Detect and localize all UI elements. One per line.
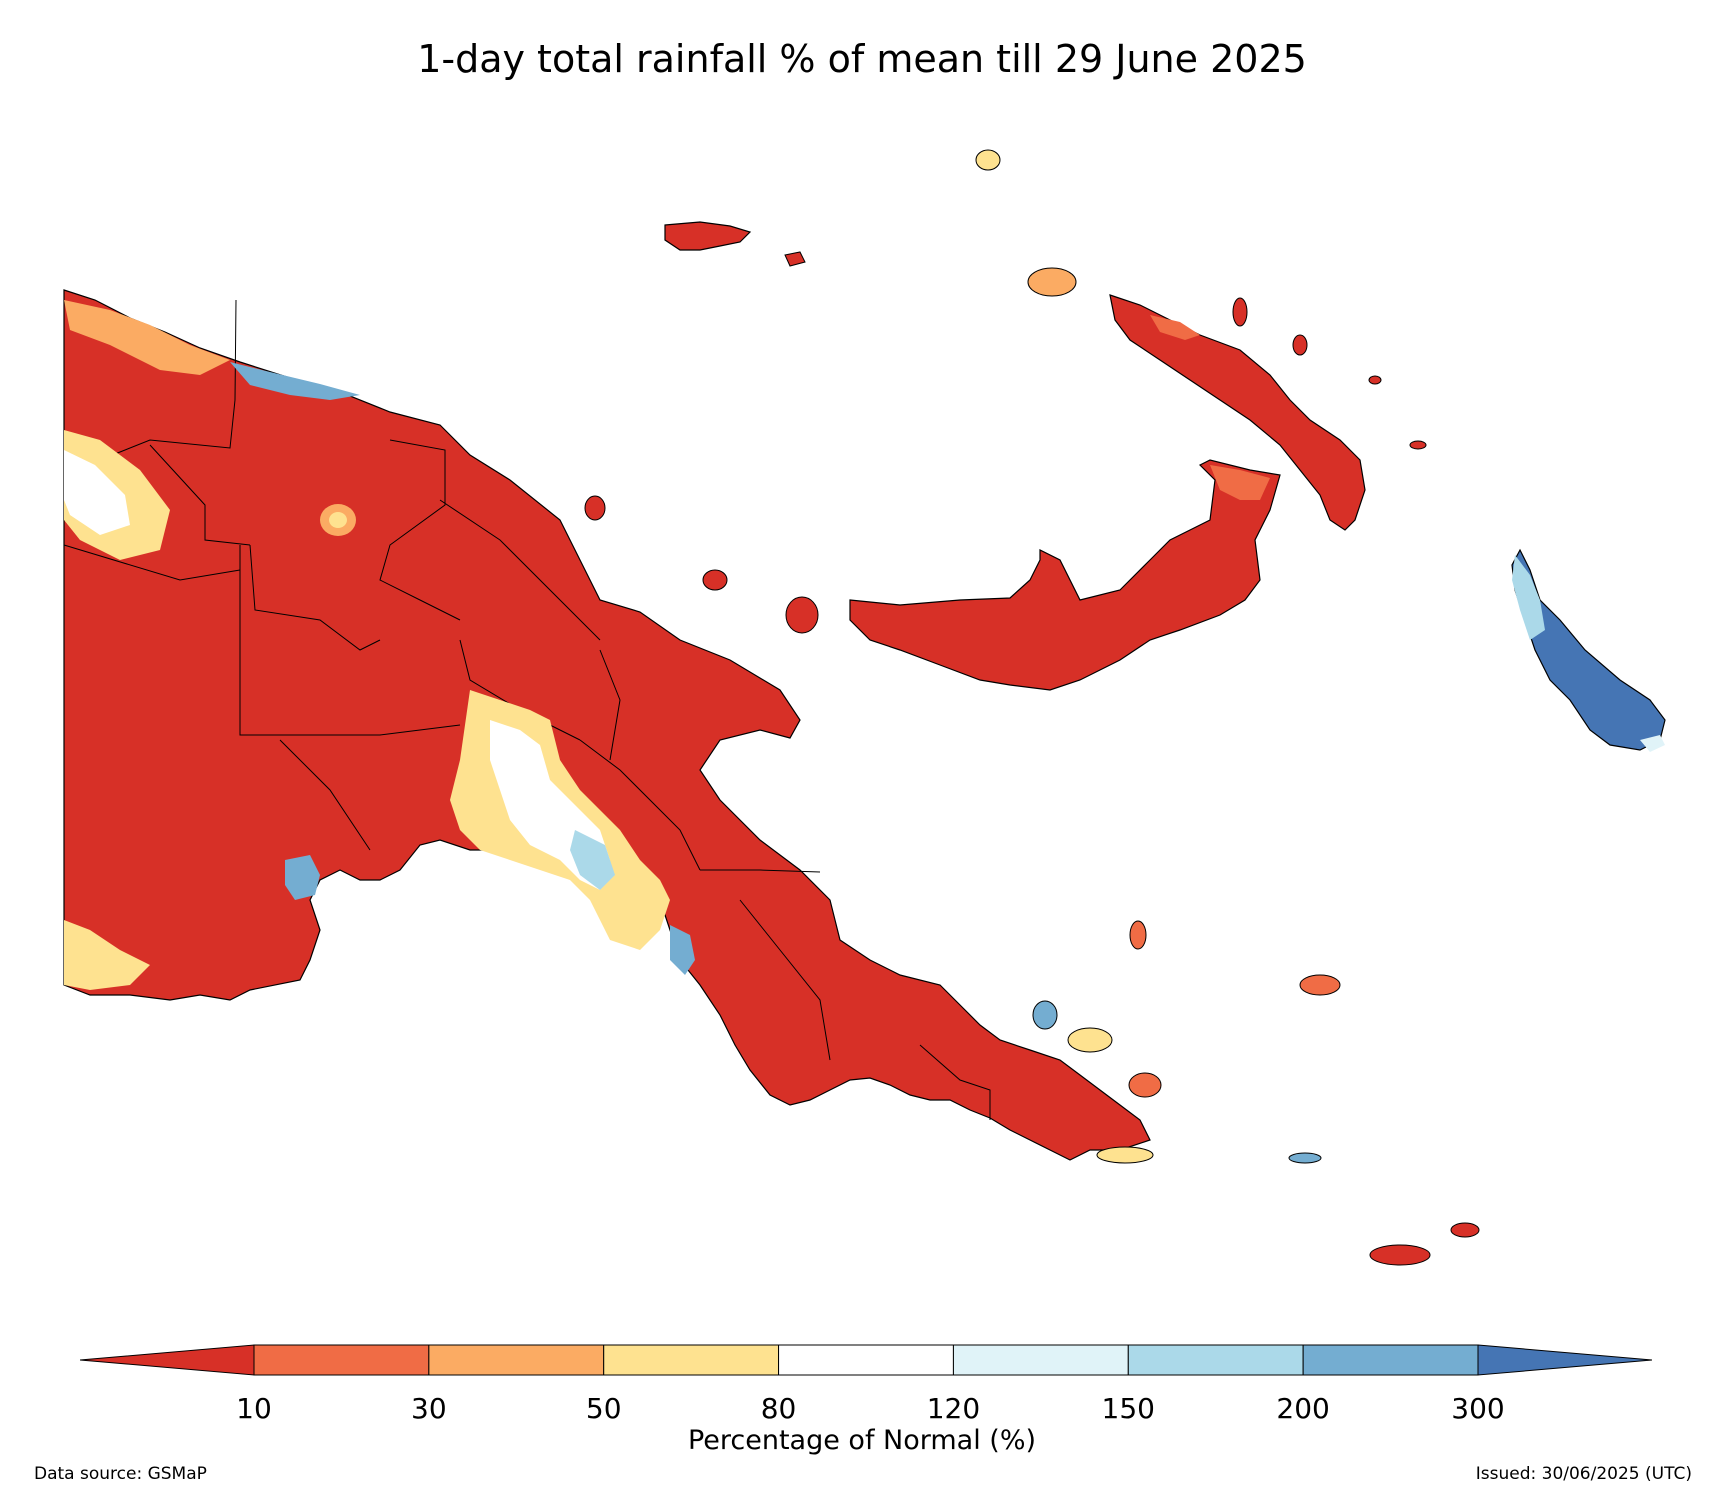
colorbar-tick-label: 80 xyxy=(760,1392,797,1425)
small-islands xyxy=(584,149,1480,1266)
coast-blue-zone xyxy=(670,925,695,975)
png-mainland xyxy=(63,289,1151,1161)
colorbar-bin xyxy=(428,1344,605,1376)
east-islet xyxy=(784,251,806,267)
southwest-normal-zone xyxy=(64,920,150,990)
colorbar-tick-label: 30 xyxy=(411,1392,447,1425)
colorbar-tick-label: 200 xyxy=(1276,1392,1330,1425)
islet-13 xyxy=(1369,1244,1431,1266)
mainland-landmass xyxy=(63,289,1151,1161)
rainfall-map xyxy=(63,149,1666,1266)
islet-4 xyxy=(1292,334,1308,356)
new-britain-orange-zone xyxy=(1210,465,1270,500)
islet-16 xyxy=(1096,1146,1154,1164)
colorbar-bin xyxy=(1127,1344,1304,1376)
islet-15 xyxy=(1288,1152,1322,1164)
highlands-blue-zone xyxy=(570,830,615,890)
colorbar-tick-label: 300 xyxy=(1451,1392,1505,1425)
north-coast-orange-zone xyxy=(64,300,230,375)
islet-17 xyxy=(1409,440,1427,450)
issued-date-note: Issued: 30/06/2025 (UTC) xyxy=(1475,1464,1692,1484)
islet-11 xyxy=(1128,1072,1162,1098)
colorbar-label: Percentage of Normal (%) xyxy=(687,1425,1037,1456)
west-coast-white-zone xyxy=(64,450,130,535)
bougainville-light-blue xyxy=(1512,555,1545,640)
colorbar-tick-label: 150 xyxy=(1101,1392,1156,1425)
islet-6 xyxy=(702,569,728,591)
north-coast-blue-zone xyxy=(230,362,360,400)
colorbar-tick-label: 10 xyxy=(236,1392,272,1425)
colorbar-tick-label: 50 xyxy=(585,1392,622,1425)
bougainville-island xyxy=(1511,548,1666,751)
colorbar-bin xyxy=(778,1344,954,1376)
islet-18 xyxy=(1368,375,1382,385)
new-ireland-island xyxy=(1109,294,1366,531)
islet-12 xyxy=(1299,974,1341,996)
colorbar-bin xyxy=(603,1344,780,1376)
colorbar-bin xyxy=(253,1344,430,1376)
inland-spot-normal xyxy=(329,512,347,528)
islet-10 xyxy=(1067,1027,1113,1053)
data-source-note: Data source: GSMaP xyxy=(34,1464,207,1484)
islet-5 xyxy=(584,495,606,521)
islet-3 xyxy=(1232,297,1248,327)
islet-2 xyxy=(1027,267,1077,297)
islet-8 xyxy=(1129,920,1147,950)
map-title: 1-day total rainfall % of mean till 29 J… xyxy=(417,37,1307,81)
colorbar-bin-max-extend xyxy=(1477,1344,1652,1376)
manus xyxy=(664,221,806,267)
new-britain-island xyxy=(849,459,1281,691)
colorbar-bin xyxy=(1302,1344,1479,1376)
islet-1 xyxy=(975,149,1001,171)
colorbar xyxy=(80,1344,1652,1376)
bougainville-white-tip xyxy=(1640,735,1665,752)
new-britain xyxy=(849,459,1281,691)
south-lagoon-blue-zone xyxy=(285,855,320,900)
bougainville xyxy=(1511,548,1666,752)
new-ireland xyxy=(1109,294,1366,531)
province-borders xyxy=(63,299,991,1120)
colorbar-tick-label: 120 xyxy=(926,1392,981,1425)
islet-14 xyxy=(1450,1222,1480,1238)
colorbar-bins xyxy=(80,1344,1652,1376)
colorbar-bin-min-extend xyxy=(80,1344,255,1376)
new-ireland-orange-zone xyxy=(1150,315,1200,340)
islet-9 xyxy=(1032,1000,1058,1030)
manus-island xyxy=(664,221,752,251)
islet-7 xyxy=(785,596,819,634)
colorbar-bin xyxy=(952,1344,1129,1376)
